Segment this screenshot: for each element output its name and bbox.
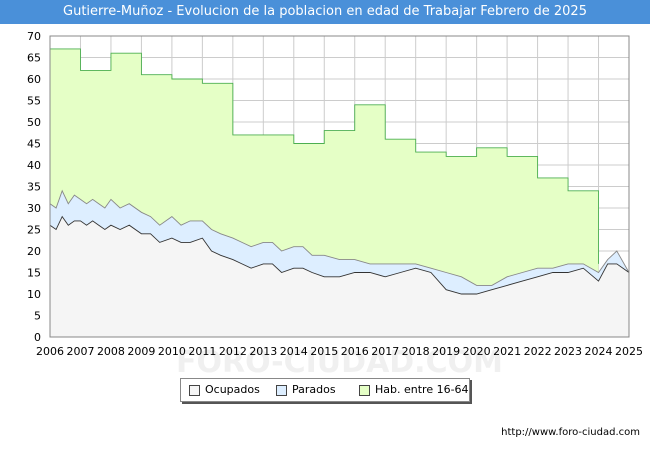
y-tick-label: 20 [27, 245, 41, 258]
x-tick-label: 2012 [219, 345, 247, 358]
x-tick-label: 2018 [402, 345, 430, 358]
source-link[interactable]: http://www.foro-ciudad.com [501, 427, 640, 438]
y-tick-label: 50 [27, 116, 41, 129]
x-tick-label: 2007 [66, 345, 94, 358]
x-tick-label: 2020 [463, 345, 491, 358]
y-tick-label: 45 [27, 138, 41, 151]
x-tick-label: 2016 [341, 345, 369, 358]
x-tick-label: 2011 [188, 345, 216, 358]
y-tick-label: 35 [27, 181, 41, 194]
y-tick-label: 60 [27, 73, 41, 86]
x-tick-label: 2025 [615, 345, 643, 358]
y-tick-label: 5 [34, 310, 41, 323]
legend-swatch-hab [359, 384, 370, 396]
x-tick-label: 2024 [585, 345, 613, 358]
legend-item-ocupados: Ocupados [189, 383, 260, 397]
x-tick-label: 2006 [36, 345, 64, 358]
legend-item-hab: Hab. entre 16-64 [359, 383, 469, 397]
x-tick-label: 2022 [524, 345, 552, 358]
legend: Ocupados Parados Hab. entre 16-64 [180, 378, 470, 402]
x-tick-label: 2010 [158, 345, 186, 358]
legend-swatch-parados [276, 384, 287, 396]
legend-item-parados: Parados [276, 383, 336, 397]
x-tick-label: 2008 [97, 345, 125, 358]
y-tick-label: 25 [27, 224, 41, 237]
series-areas [50, 48, 629, 338]
x-tick-label: 2014 [280, 345, 308, 358]
series-line-parados [49, 189, 630, 286]
y-tick-label: 15 [27, 267, 41, 280]
legend-label-hab: Hab. entre 16-64 [375, 383, 469, 396]
x-tick-label: 2023 [554, 345, 582, 358]
legend-label-parados: Parados [292, 383, 336, 396]
x-tick-label: 2019 [432, 345, 460, 358]
y-axis-ticks: 0 5 10 15 20 25 30 35 40 45 50 55 60 65 70 [27, 30, 41, 344]
x-tick-label: 2009 [127, 345, 155, 358]
y-tick-label: 0 [34, 331, 41, 344]
x-tick-label: 2017 [371, 345, 399, 358]
x-axis-ticks: 2006 2007 2008 2009 2010 2011 2012 2013 2014 2015… [36, 345, 643, 358]
y-tick-label: 40 [27, 159, 41, 172]
x-tick-label: 2015 [310, 345, 338, 358]
legend-swatch-ocupados [189, 384, 200, 396]
plot-border [49, 35, 630, 338]
series-line-ocupados [49, 215, 630, 295]
x-tick-label: 2013 [249, 345, 277, 358]
watermark: FORO-CIUDAD.COM [176, 345, 503, 380]
y-tick-label: 70 [27, 30, 41, 43]
series-lines [49, 48, 630, 295]
y-tick-label: 30 [27, 202, 41, 215]
y-tick-label: 65 [27, 52, 41, 65]
series-line-hab-entre-16-64 [50, 48, 599, 264]
y-tick-label: 10 [27, 288, 41, 301]
chart-title: Gutierre-Muñoz - Evolucion de la poblaci… [0, 0, 650, 24]
x-tick-label: 2021 [493, 345, 521, 358]
y-tick-label: 55 [27, 95, 41, 108]
legend-label-ocupados: Ocupados [205, 383, 260, 396]
